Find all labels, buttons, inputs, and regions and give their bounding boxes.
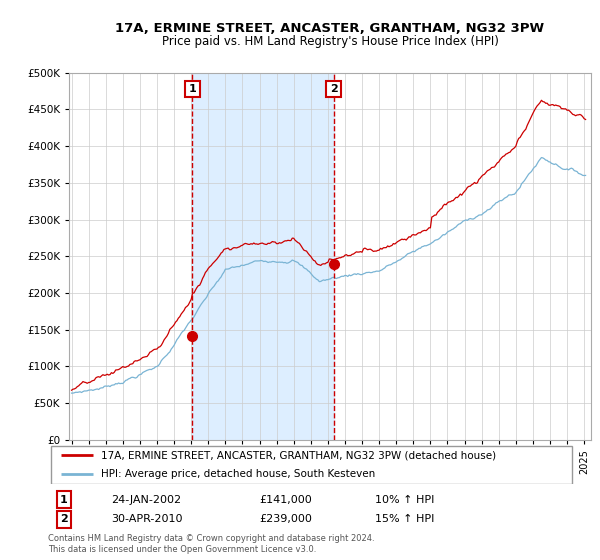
Text: 30-APR-2010: 30-APR-2010 (112, 514, 183, 524)
Text: 1: 1 (188, 84, 196, 94)
FancyBboxPatch shape (50, 446, 572, 484)
Bar (193, 73, 334, 440)
Text: 17A, ERMINE STREET, ANCASTER, GRANTHAM, NG32 3PW (detached house): 17A, ERMINE STREET, ANCASTER, GRANTHAM, … (101, 450, 496, 460)
Text: £141,000: £141,000 (259, 494, 312, 505)
Text: 10% ↑ HPI: 10% ↑ HPI (376, 494, 435, 505)
Text: 2: 2 (60, 514, 68, 524)
Text: Contains HM Land Registry data © Crown copyright and database right 2024.
This d: Contains HM Land Registry data © Crown c… (48, 534, 374, 554)
Text: 15% ↑ HPI: 15% ↑ HPI (376, 514, 435, 524)
Text: 1: 1 (60, 494, 68, 505)
Text: 24-JAN-2002: 24-JAN-2002 (112, 494, 181, 505)
Text: HPI: Average price, detached house, South Kesteven: HPI: Average price, detached house, Sout… (101, 469, 375, 479)
Text: 17A, ERMINE STREET, ANCASTER, GRANTHAM, NG32 3PW: 17A, ERMINE STREET, ANCASTER, GRANTHAM, … (115, 22, 545, 35)
Text: Price paid vs. HM Land Registry's House Price Index (HPI): Price paid vs. HM Land Registry's House … (161, 35, 499, 48)
Text: 2: 2 (329, 84, 337, 94)
Text: £239,000: £239,000 (259, 514, 312, 524)
